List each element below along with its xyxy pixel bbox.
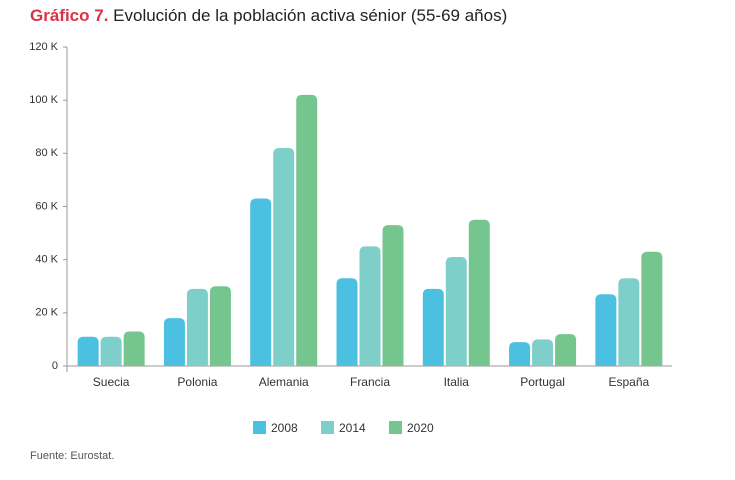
x-tick-label: Polonia — [177, 375, 217, 389]
bar — [532, 339, 554, 366]
bar — [336, 278, 358, 366]
y-tick-label: 0 — [52, 360, 58, 372]
bar — [555, 334, 577, 366]
chart-title: Evolución de la población activa sénior … — [113, 6, 507, 25]
legend-label: 2008 — [271, 421, 298, 435]
bar — [250, 198, 272, 366]
bar — [641, 251, 663, 366]
x-tick-label: España — [609, 375, 650, 389]
bar — [209, 286, 231, 366]
y-tick-label: 100 K — [29, 94, 58, 106]
bar — [163, 318, 185, 366]
bar — [618, 278, 640, 366]
bar — [123, 331, 145, 366]
y-tick-label: 40 K — [35, 254, 58, 266]
bar — [509, 342, 531, 366]
x-tick-label: Italia — [444, 375, 470, 389]
bar — [468, 219, 490, 366]
y-tick-label: 80 K — [35, 147, 58, 159]
chart-heading: Gráfico 7. Evolución de la población act… — [30, 6, 507, 25]
x-tick-label: Alemania — [259, 375, 309, 389]
bar — [273, 148, 295, 366]
bar — [296, 94, 318, 366]
x-tick-label: Francia — [350, 375, 390, 389]
legend-swatch — [321, 421, 334, 434]
source: Fuente: Eurostat. — [30, 450, 114, 462]
y-tick-label: 60 K — [35, 200, 58, 212]
bar — [77, 336, 99, 366]
bar — [445, 257, 467, 366]
bar — [422, 288, 444, 366]
y-tick-label: 20 K — [35, 307, 58, 319]
bar — [595, 294, 617, 366]
legend-label: 2020 — [407, 421, 434, 435]
legend-swatch — [389, 421, 402, 434]
bar — [100, 336, 122, 366]
x-tick-label: Suecia — [93, 375, 130, 389]
bar — [359, 246, 381, 366]
bar — [382, 225, 404, 366]
legend-label: 2014 — [339, 421, 366, 435]
legend-swatch — [253, 421, 266, 434]
x-tick-label: Portugal — [520, 375, 565, 389]
y-tick-label: 120 K — [29, 41, 58, 53]
figure-label: Gráfico 7. — [30, 6, 108, 25]
bar — [186, 288, 208, 366]
